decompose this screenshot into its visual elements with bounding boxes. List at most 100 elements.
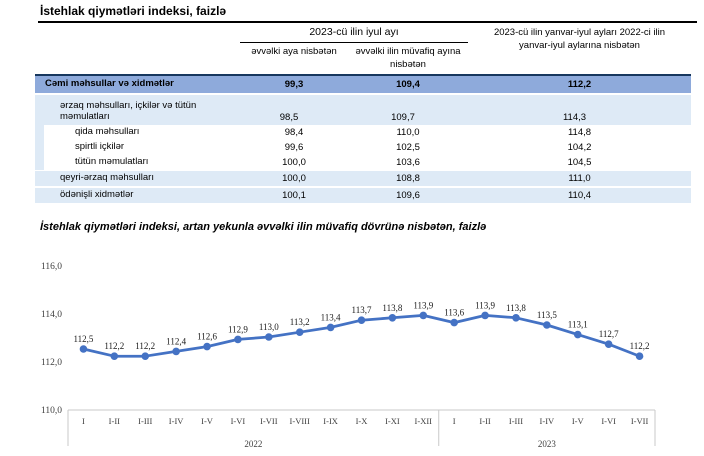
row-value: 114,3	[562, 112, 587, 123]
row-label: spirtli içkilər	[75, 141, 125, 153]
data-point	[512, 314, 520, 322]
row-value: 108,8	[396, 173, 420, 184]
column-group-header: 2023-cü ilin iyul ayı	[309, 26, 399, 38]
title-rule	[38, 21, 697, 23]
data-point	[450, 318, 458, 327]
data-point	[110, 352, 119, 360]
data-label: 112,9	[228, 324, 248, 334]
x-tick-label: I-X	[356, 416, 368, 426]
data-point	[203, 342, 211, 351]
row-value: 99,3	[284, 79, 304, 90]
table-row-food: qida məhsulları 98,4 110,0 114,8	[35, 125, 691, 140]
data-point	[265, 333, 273, 341]
data-label: 113,9	[413, 300, 433, 310]
x-tick-label: I	[453, 416, 456, 426]
data-label: 113,4	[321, 312, 341, 322]
y-tick-label: 114,0	[41, 310, 62, 320]
data-point	[172, 347, 180, 356]
x-tick-label: I-XI	[385, 416, 400, 426]
row-value: 114,8	[567, 127, 592, 138]
table-title: İstehlak qiymətləri indeksi, faizlə	[40, 4, 227, 18]
cpi-table: Cəmi məhsullar və xidmətlər 99,3 109,4 1…	[35, 76, 691, 203]
x-tick-label: I-VIII	[290, 416, 310, 426]
data-point	[419, 311, 428, 320]
x-tick-label: I-IV	[540, 416, 555, 426]
row-value: 98,5	[279, 112, 299, 123]
data-label: 112,4	[166, 336, 186, 346]
table-row-food-group: ərzaq məhsulları, içkilər və tütün məmul…	[35, 95, 691, 125]
data-point	[543, 321, 551, 329]
x-tick-label: I	[82, 416, 85, 426]
y-tick-label: 110,0	[41, 406, 62, 416]
data-point	[357, 316, 366, 324]
data-point	[388, 314, 397, 322]
data-label: 113,9	[475, 300, 495, 310]
column-group-underline	[240, 42, 468, 43]
data-point	[635, 352, 644, 360]
x-tick-label: I-III	[138, 416, 152, 426]
row-value: 100,1	[282, 190, 306, 201]
row-value: 104,2	[567, 142, 592, 153]
row-value: 104,5	[567, 157, 592, 168]
y-tick-label: 116,0	[41, 262, 62, 272]
x-tick-label: I-VI	[231, 416, 246, 426]
table-row-services: ödənişli xidmətlər 100,1 109,6 110,4	[35, 188, 691, 203]
row-label: ödənişli xidmətlər	[60, 189, 134, 201]
row-label: qida məhsulları	[75, 126, 140, 138]
data-label: 112,2	[104, 341, 124, 351]
data-point	[295, 328, 304, 336]
chart-title: İstehlak qiymətləri indeksi, artan yekun…	[40, 221, 487, 233]
row-value: 99,6	[284, 142, 304, 153]
table-row-tobacco: tütün məmulatları 100,0 103,6 104,5	[35, 155, 691, 170]
table-row-total: Cəmi məhsullar və xidmətlər 99,3 109,4 1…	[35, 76, 691, 93]
x-tick-label: I-V	[572, 416, 585, 426]
year-label: 2022	[244, 439, 262, 449]
row-value: 98,4	[284, 127, 304, 138]
data-point	[573, 330, 582, 339]
x-tick-label: I-VII	[631, 416, 649, 426]
table-top-border	[35, 74, 691, 76]
data-point	[326, 323, 335, 332]
row-value: 112,2	[567, 79, 592, 90]
row-value: 109,6	[396, 190, 420, 201]
year-label: 2023	[538, 439, 557, 449]
row-label: ərzaq məhsulları, içkilər və tütün məmul…	[60, 100, 197, 123]
data-label: 113,8	[382, 303, 402, 313]
x-tick-label: I-IX	[323, 416, 338, 426]
x-tick-label: I-XII	[415, 416, 433, 426]
row-value: 109,7	[391, 112, 415, 123]
y-tick-label: 112,0	[41, 358, 62, 368]
data-point	[481, 311, 489, 320]
row-value: 102,5	[396, 142, 420, 153]
column-header-prev-month: əvvəlki aya nisbətən	[251, 46, 337, 57]
data-label: 112,2	[135, 341, 155, 351]
data-point	[234, 335, 242, 344]
row-label: qeyri-ərzaq məhsulları	[60, 172, 154, 184]
data-label: 112,6	[197, 332, 217, 342]
data-label: 113,8	[506, 303, 526, 313]
x-tick-label: I-II	[109, 416, 120, 426]
data-point	[604, 340, 613, 348]
column-header-prev-year-month: əvvəlki ilin müvafiq ayına nisbətən	[355, 46, 461, 70]
row-value: 103,6	[396, 157, 420, 168]
row-value: 110,0	[396, 127, 420, 138]
table-row-alcohol: spirtli içkilər 99,6 102,5 104,2	[35, 140, 691, 155]
data-label: 112,5	[73, 334, 93, 344]
column-header-jan-jul: 2023-cü ilin yanvar-iyul ayları 2022-ci …	[468, 26, 691, 53]
data-point	[79, 345, 88, 353]
data-label: 113,6	[444, 308, 464, 318]
x-tick-label: I-IV	[169, 416, 184, 426]
data-label: 113,7	[352, 305, 372, 315]
row-value: 111,0	[568, 173, 591, 184]
data-label: 113,2	[290, 317, 310, 327]
data-label: 113,1	[568, 320, 588, 330]
x-tick-label: I-II	[479, 416, 490, 426]
row-label: tütün məmulatları	[75, 156, 149, 168]
x-tick-label: I-V	[201, 416, 214, 426]
data-label: 113,5	[537, 310, 557, 320]
data-label: 112,2	[630, 341, 650, 351]
row-value: 109,4	[396, 79, 420, 90]
column-header-jan-jul-text: 2023-cü ilin yanvar-iyul ayları 2022-ci …	[493, 27, 666, 52]
